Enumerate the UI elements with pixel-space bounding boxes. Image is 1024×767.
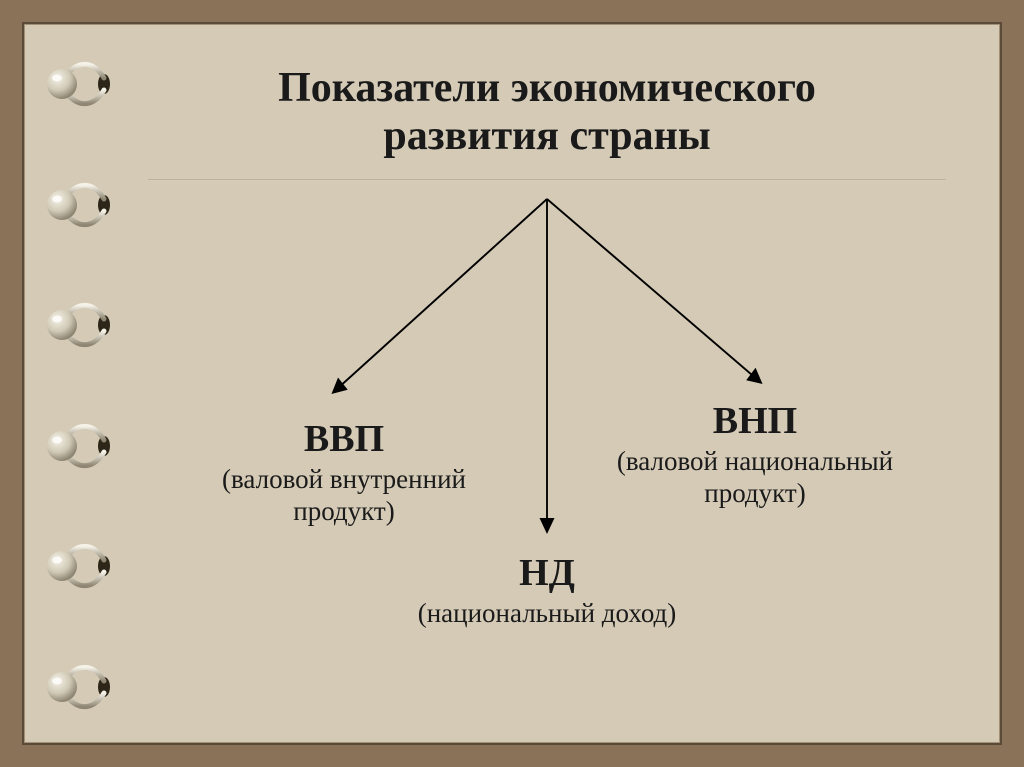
binding-ring [46, 532, 112, 600]
binding-ring [46, 653, 112, 721]
title-line-2: развития страны [383, 113, 710, 159]
node-vvp-desc: (валовой внутренний продукт) [204, 463, 484, 528]
node-vvp: ВВП (валовой внутренний продукт) [204, 417, 484, 528]
title-divider [148, 179, 946, 181]
diagram-area: ВВП (валовой внутренний продукт) ВНП (ва… [144, 189, 950, 669]
binding-ring [46, 171, 112, 239]
node-vvp-abbr: ВВП [204, 417, 484, 461]
node-vnp-desc: (валовой национальный продукт) [600, 445, 910, 510]
node-nd-abbr: НД [387, 551, 707, 595]
spiral-binding [24, 24, 134, 743]
title-line-1: Показатели экономического [278, 65, 816, 111]
node-nd-desc: (национальный доход) [387, 597, 707, 629]
node-vnp-abbr: ВНП [600, 399, 910, 443]
slide-content: Показатели экономического развития стран… [134, 24, 1000, 743]
binding-ring [46, 412, 112, 480]
node-nd: НД (национальный доход) [387, 551, 707, 629]
slide-title: Показатели экономического развития стран… [144, 64, 950, 161]
slide-frame: Показатели экономического развития стран… [22, 22, 1002, 745]
node-vnp: ВНП (валовой национальный продукт) [600, 399, 910, 510]
binding-ring [46, 50, 112, 118]
binding-ring [46, 291, 112, 359]
outer-frame: Показатели экономического развития стран… [0, 0, 1024, 767]
